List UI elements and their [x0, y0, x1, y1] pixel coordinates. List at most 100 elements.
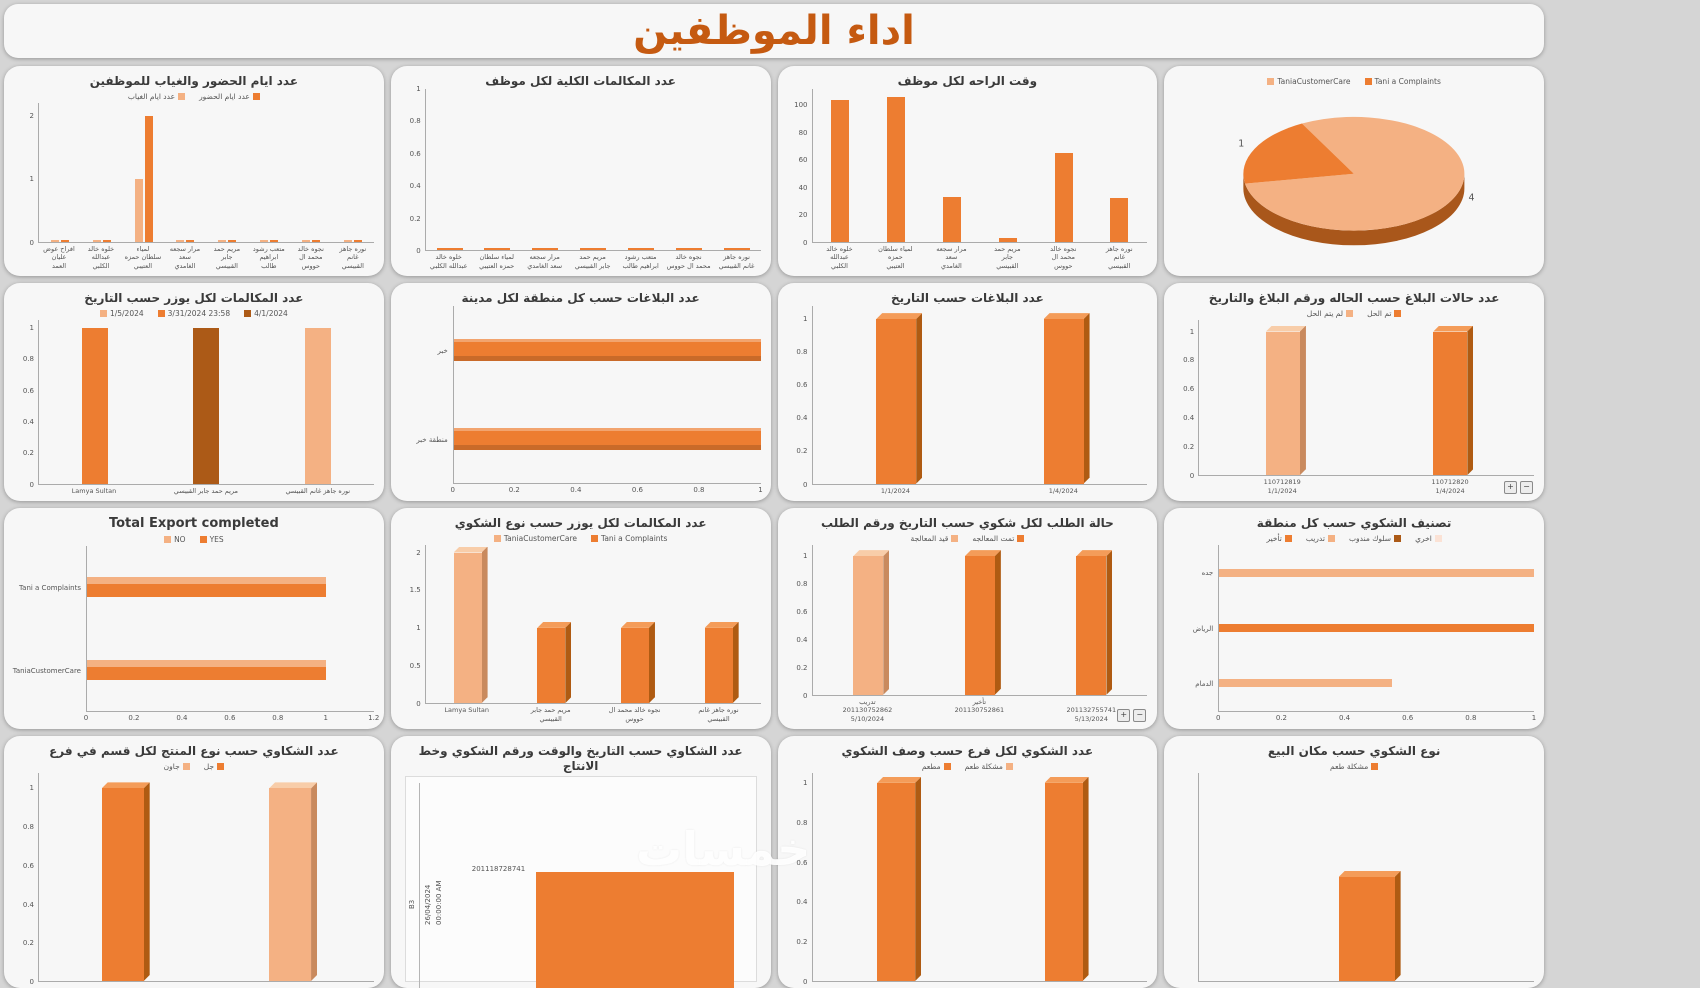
legend-label: تأخير — [1266, 534, 1282, 543]
y-tick-label: 0.2 — [409, 214, 421, 223]
bar-slot — [206, 103, 248, 242]
legend-label: جاون — [163, 762, 180, 771]
y-tick-label: 0 — [803, 978, 808, 986]
calls-by-date-chart-card: عدد المكالمات لكل يوزر حسب التاريخ 1/5/2… — [4, 283, 384, 501]
bar — [311, 239, 320, 242]
reports-by-area-chart-card: عدد البلاغات حسب كل منطقة لكل مدينة خبر م… — [390, 283, 771, 501]
bar-top-face — [704, 621, 739, 628]
chart-title: عدد الشكوي لكل فرع حسب وصف الشكوي — [841, 744, 1094, 758]
legend-label: عدد ايام الحضور — [199, 92, 250, 101]
pie-slice-label: 1 — [1239, 138, 1245, 149]
bar-side-face — [915, 777, 921, 981]
category-label: مريم حمد جابر القبيسي — [530, 706, 571, 723]
y-tick-label: 0.8 — [22, 355, 34, 364]
y-tick-label: 1 — [29, 175, 34, 184]
pie-rim — [1243, 173, 1465, 246]
legend-label: مشكلة طعم — [1329, 762, 1369, 771]
y-tick-label: 0.6 — [22, 861, 34, 870]
x-tick-label: 1 — [758, 486, 763, 494]
legend-item: 1/5/2024 — [99, 309, 144, 318]
bar-top-face — [877, 776, 922, 783]
pivot-field-buttons: + − — [1117, 709, 1147, 722]
chart-legend: NO YES — [14, 532, 374, 546]
report-status-chart-card: عدد حالات البلاغ حسب الحاله ورقم البلاغ … — [1164, 283, 1544, 501]
complaints-by-datetime-chart-card: عدد الشكاوي حسب التاريخ والوقت ورقم الشك… — [390, 736, 771, 988]
legend-swatch — [199, 536, 207, 544]
expand-field-button[interactable]: + — [1504, 481, 1517, 494]
break-time-chart-card: وقت الراحه لكل موظف 0 20 40 60 80 100 خلوه خال… — [777, 66, 1158, 276]
category-label: نوره جاهز غانم القبيسي — [698, 706, 739, 723]
y-tick-label: 0.4 — [796, 414, 808, 423]
bar — [353, 239, 362, 242]
category-label: مرار سجعه سعد الغامدي — [936, 244, 967, 270]
bar — [144, 115, 153, 242]
category-label: خبر — [437, 346, 448, 355]
bar — [1054, 153, 1073, 242]
legend-item: تمت المعالجه — [972, 534, 1025, 543]
bar-slot — [206, 773, 373, 981]
bar — [876, 313, 923, 484]
dashboard-title-card: اداء الموظفين — [4, 4, 1544, 58]
y-tick-label: 0 — [803, 238, 808, 247]
y-axis: 0 1 2 — [14, 103, 38, 247]
y-tick-label: 0.8 — [796, 348, 808, 357]
total-export-chart-card: Total Export completed NO YES Tani a Compl… — [4, 508, 384, 729]
plot-area — [38, 773, 374, 982]
bar — [877, 776, 922, 981]
legend-item: NO — [164, 535, 186, 544]
bar — [1076, 550, 1113, 695]
legend-swatch — [1394, 535, 1402, 542]
legend-label: مشكلة طعم — [964, 762, 1003, 771]
legend-label: قيد المعالجة — [910, 534, 949, 543]
bar-top-face — [964, 550, 1001, 557]
legend-item: سلوك مندوب — [1349, 534, 1402, 543]
x-tick-label: 0.2 — [1275, 714, 1287, 722]
bar-slot — [474, 89, 522, 251]
bar-side-face — [733, 622, 739, 703]
category-label: لمياء سلطان حمزه العتيبي — [124, 244, 162, 270]
bar-slot — [924, 89, 980, 242]
chart-title: وقت الراحه لكل موظف — [897, 74, 1038, 88]
bar — [218, 239, 227, 242]
dashboard-title: اداء الموظفين — [633, 8, 915, 54]
plot-area — [424, 89, 761, 252]
y-axis: 0 0.2 0.4 0.6 0.8 1 — [1174, 320, 1198, 481]
legend-item: لم يتم الحل — [1307, 309, 1354, 318]
bar — [1338, 871, 1401, 981]
chart-canvas: 0 0.2 0.4 0.6 0.8 1 خلوه خالد عبدالله الكلبي لمي… — [401, 85, 761, 270]
expand-field-button[interactable]: + — [1117, 709, 1131, 722]
legend-label: NO — [174, 535, 186, 545]
category-label: نوره جاهز غانم القبيسي — [339, 244, 367, 270]
legend-swatch — [1267, 78, 1275, 85]
legend-label: 1/5/2024 — [109, 309, 144, 318]
collapse-field-button[interactable]: − — [1133, 709, 1147, 722]
bar-slot — [1091, 89, 1147, 242]
rotated-category-label: B3 — [407, 899, 416, 909]
plot-wrap: 0 1 2 — [14, 103, 374, 247]
y-tick-label: 0 — [29, 480, 34, 489]
legend-label: TaniaCustomerCare — [503, 534, 577, 543]
plot-wrap: 0 0.2 0.4 0.6 0.8 1 — [788, 773, 1148, 986]
plot-wrap: 0 0.2 0.4 0.6 0.8 1 — [14, 320, 374, 489]
legend-label: تدريب — [1305, 534, 1325, 543]
bar-track — [1219, 600, 1534, 655]
chart-title: عدد الشكاوي حسب التاريخ والوقت ورقم الشك… — [418, 744, 743, 773]
bar-side-face — [1300, 326, 1306, 476]
bar-slot — [248, 103, 290, 242]
bar-slot — [813, 545, 925, 695]
legend-swatch — [157, 310, 165, 317]
plot-area — [452, 306, 761, 484]
y-tick-label: 40 — [798, 183, 808, 192]
bar-slot — [813, 773, 980, 981]
y-tick-label: 0 — [803, 691, 808, 700]
bar — [270, 239, 279, 242]
legend-item: Tani a Complaints — [1364, 77, 1441, 86]
legend-swatch — [244, 310, 252, 317]
bar-slot — [123, 103, 165, 242]
bar-slot — [426, 89, 474, 251]
y-tick-label: 0.4 — [796, 898, 808, 907]
collapse-field-button[interactable]: − — [1520, 481, 1533, 494]
calls-by-complaint-type-chart-card: عدد المكالمات لكل يوزر حسب نوع الشكوي Ta… — [390, 508, 771, 729]
y-tick-label: 1 — [416, 85, 421, 93]
x-axis: 0 0.2 0.4 0.6 0.8 1 — [451, 484, 763, 495]
